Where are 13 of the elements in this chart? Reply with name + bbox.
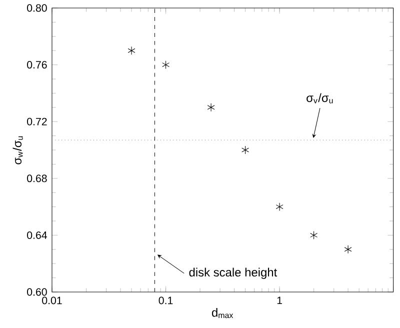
y-tick-label: 0.72 <box>27 118 47 126</box>
x-tick-label: 0.01 <box>42 296 62 304</box>
x-tick-label: 0.1 <box>158 296 173 304</box>
y-tick-label: 0.64 <box>27 231 47 239</box>
y-tick-label: 0.76 <box>27 61 47 69</box>
x-axis-title: d$_{max}$ <box>212 308 234 318</box>
ref-line-label: disk scale height <box>189 268 278 279</box>
y-tick-label: 0.80 <box>27 4 47 12</box>
y-axis-title: σ$_{w}$/σ$_{u}$ <box>12 136 23 164</box>
y-tick-label: 0.60 <box>27 288 47 296</box>
x-tick-label: 1 <box>277 296 282 304</box>
y-tick-label: 0.68 <box>27 174 47 182</box>
ref-line-label: σ$_{v}$/σ$_{u}$ <box>306 93 333 104</box>
